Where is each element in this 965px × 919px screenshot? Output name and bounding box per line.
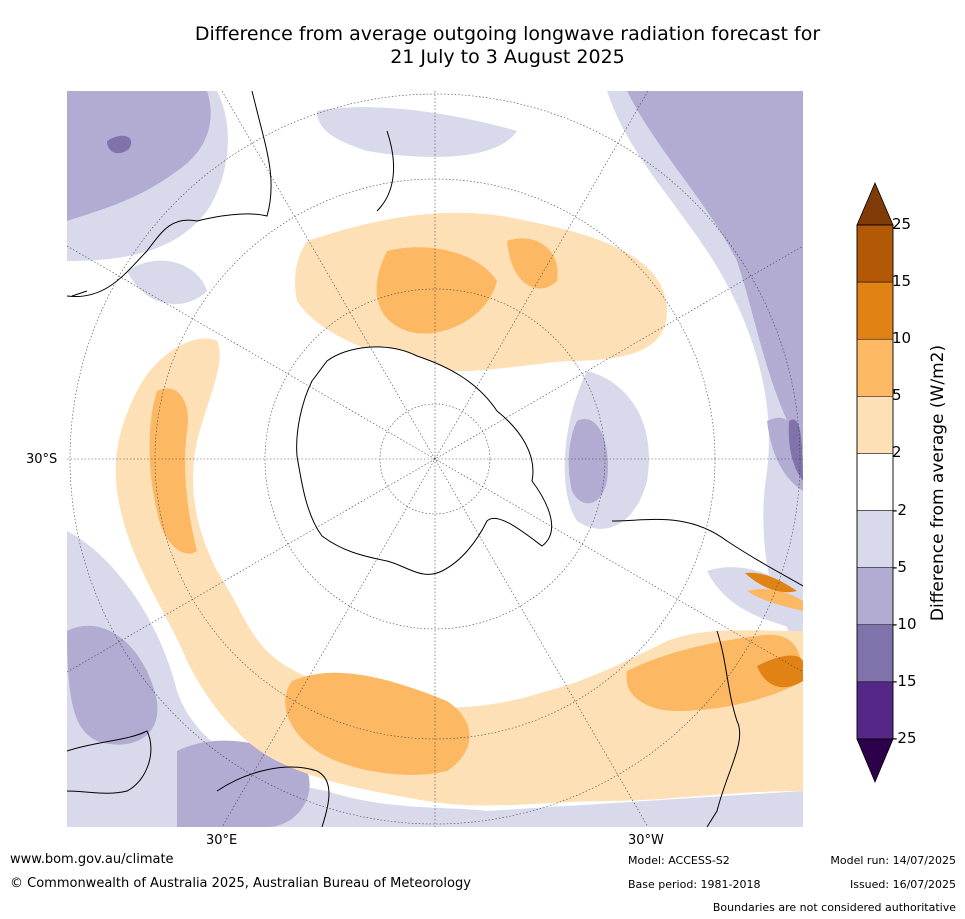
- footer-model-run: Model run: 14/07/2025: [830, 854, 956, 867]
- anomaly-positive-dark: [745, 572, 803, 688]
- lon-label-30w: 30°W: [628, 833, 664, 848]
- colorbar-bin-6: [856, 567, 894, 626]
- colorbar-under-arrow: [856, 738, 894, 784]
- colorbar-bin-5: [856, 510, 894, 568]
- colorbar-bin-2: [856, 338, 894, 397]
- anomaly-positive-mid: [149, 238, 803, 775]
- chart-title-line1: Difference from average outgoing longwav…: [194, 23, 821, 45]
- colorbar-bin-1: [856, 281, 894, 340]
- colorbar-tick-label: -25: [892, 729, 917, 747]
- lat-label-30s: 30°S: [26, 452, 58, 467]
- colorbar-over-arrow: [856, 181, 894, 226]
- colorbar-bin-7: [856, 624, 894, 683]
- colorbar-tick-label: -5: [892, 557, 907, 576]
- colorbar-bin-0: [856, 224, 894, 283]
- chart-title-line2: 21 July to 3 August 2025: [390, 46, 625, 68]
- polar-map: [67, 91, 803, 827]
- footer-model: Model: ACCESS-S2: [628, 854, 730, 867]
- colorbar-tick-label: 2: [892, 443, 902, 462]
- colorbar-tick-label: 10: [892, 329, 912, 348]
- colorbar-tick-label: -2: [892, 500, 907, 519]
- colorbar-tick-label: 25: [892, 215, 912, 233]
- footer-disclaimer: Boundaries are not considered authoritat…: [712, 901, 956, 914]
- colorbar-tick-label: -10: [892, 614, 917, 633]
- footer-copyright: © Commonwealth of Australia 2025, Austra…: [10, 876, 471, 891]
- continent-coastlines: [67, 91, 803, 827]
- lon-label-30e: 30°E: [206, 833, 238, 848]
- colorbar-bin-8: [856, 681, 894, 740]
- footer-base-period: Base period: 1981-2018: [628, 878, 761, 891]
- antarctica-outline: [296, 346, 552, 575]
- colorbar-bin-4: [856, 453, 894, 511]
- colorbar-bin-3: [856, 396, 894, 454]
- colorbar-tick-label: 5: [892, 386, 902, 405]
- colorbar-label: Difference from average (W/m2): [928, 344, 948, 622]
- colorbar-tick-label: 15: [892, 272, 912, 291]
- colorbar-tick-label: -15: [892, 671, 917, 690]
- footer-url[interactable]: www.bom.gov.au/climate: [10, 852, 174, 867]
- colorbar: [856, 181, 894, 784]
- footer-issued: Issued: 16/07/2025: [849, 878, 956, 891]
- graticule: [67, 91, 803, 827]
